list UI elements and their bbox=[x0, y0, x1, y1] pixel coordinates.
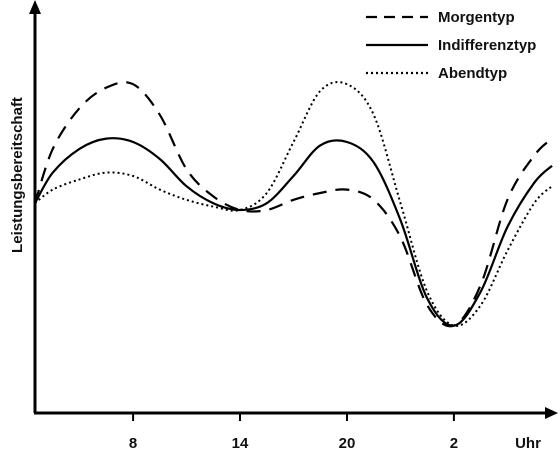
legend-item-morgentyp: Morgentyp bbox=[366, 9, 515, 26]
series-line-indifferenztyp bbox=[34, 137, 553, 327]
series-layer bbox=[33, 81, 553, 328]
legend-label-morgentyp: Morgentyp bbox=[438, 9, 515, 26]
legend-item-abendtyp: Abendtyp bbox=[366, 65, 507, 82]
y-axis-title: Leistungsbereitschaft bbox=[9, 97, 26, 253]
x-axis-title: Uhr bbox=[515, 435, 541, 452]
x-tick-label: 14 bbox=[232, 435, 249, 452]
series-line-morgentyp bbox=[33, 81, 553, 328]
x-tick-label: 8 bbox=[129, 435, 137, 452]
y-axis-arrow-icon bbox=[29, 0, 41, 14]
x-tick-layer: 8 14 20 2 bbox=[129, 413, 458, 452]
x-axis-arrow-icon bbox=[545, 407, 558, 419]
x-tick-label: 20 bbox=[339, 435, 356, 452]
series-line-abendtyp bbox=[34, 81, 553, 327]
x-tick-label: 2 bbox=[450, 435, 458, 452]
legend: Morgentyp Indifferenztyp Abendtyp bbox=[366, 9, 536, 82]
legend-label-abendtyp: Abendtyp bbox=[438, 65, 507, 82]
legend-label-indifferenztyp: Indifferenztyp bbox=[438, 37, 536, 54]
legend-item-indifferenztyp: Indifferenztyp bbox=[366, 37, 536, 54]
